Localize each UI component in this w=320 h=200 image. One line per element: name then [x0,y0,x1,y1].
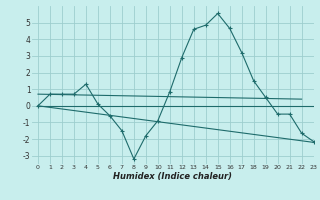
X-axis label: Humidex (Indice chaleur): Humidex (Indice chaleur) [113,172,232,181]
